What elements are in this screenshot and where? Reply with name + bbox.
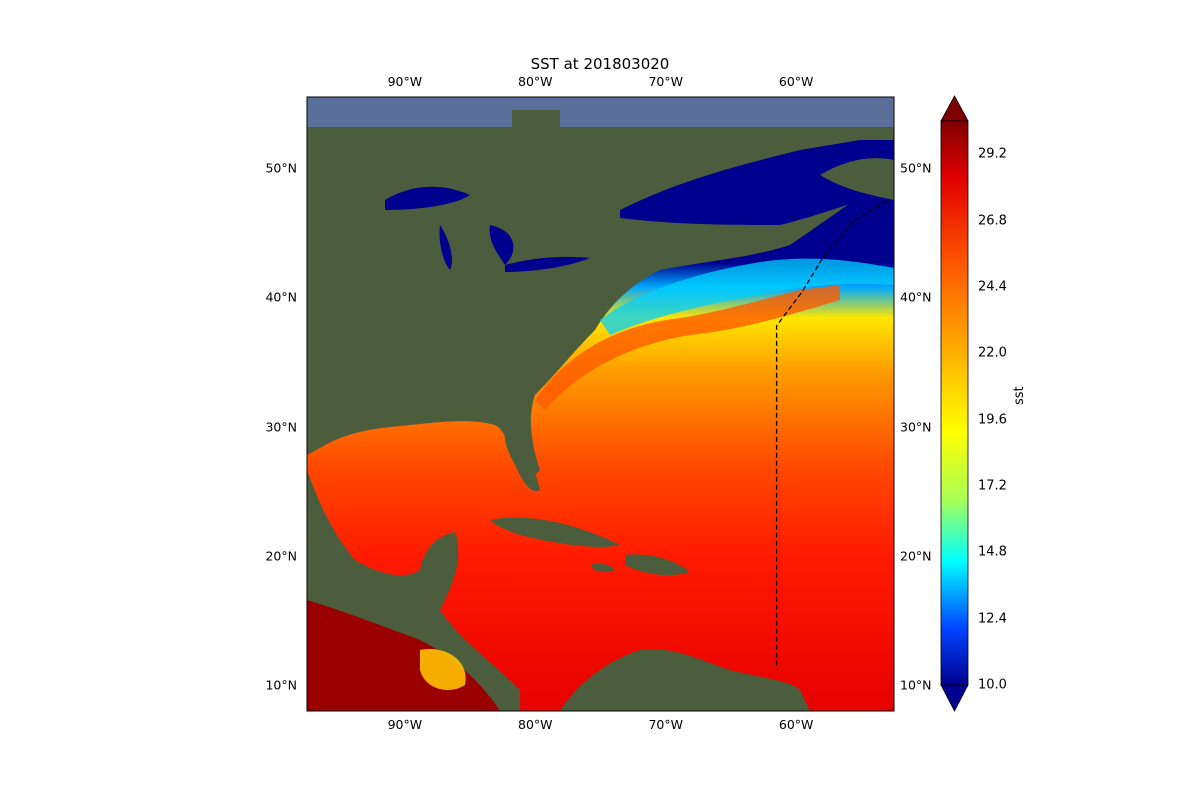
track-line (775, 199, 888, 666)
colorbar-label: sst (1012, 386, 1027, 405)
lat-tick-right: 20°N (900, 548, 932, 564)
lake-michigan (439, 225, 452, 270)
florida (504, 430, 540, 491)
colorbar-tick: 26.8 (978, 213, 1007, 229)
colorbar-tick: 17.2 (978, 478, 1007, 494)
colorbar-tick: 19.6 (978, 412, 1007, 428)
lat-tick-right: 40°N (900, 289, 932, 305)
lon-tick-top: 70°W (648, 74, 683, 89)
colorbar-gradient (940, 120, 969, 686)
lon-tick-bottom: 70°W (648, 717, 683, 732)
lat-tick-left: 50°N (265, 160, 297, 176)
colorbar-tick: 29.2 (978, 146, 1007, 162)
map-frame (306, 96, 895, 712)
lat-tick-left: 20°N (265, 548, 297, 564)
colorbar (940, 95, 969, 712)
south-america-land (560, 649, 810, 711)
colorbar-tick: 12.4 (978, 611, 1007, 627)
lake-erie (505, 256, 590, 272)
colorbar-extend-min (940, 684, 969, 712)
lat-tick-right: 10°N (900, 677, 932, 693)
lake-superior (385, 186, 470, 210)
gulf-stream (535, 285, 840, 410)
lon-tick-bottom: 90°W (387, 717, 423, 732)
lat-tick-left: 40°N (265, 289, 297, 305)
newfoundland (820, 158, 894, 200)
jamaica (590, 563, 615, 573)
hispaniola (625, 554, 690, 576)
lake-huron (489, 225, 514, 265)
gulf-of-st-lawrence (620, 140, 894, 225)
map-title: SST at 201803020 (530, 55, 670, 73)
lat-tick-right: 50°N (900, 160, 932, 176)
shelf-water (600, 258, 894, 335)
colorbar-tick: 24.4 (978, 279, 1007, 295)
colorbar-tick: 14.8 (978, 544, 1007, 560)
lon-tick-bottom: 80°W (518, 717, 553, 732)
lon-tick-top: 90°W (387, 74, 423, 89)
lat-tick-left: 10°N (265, 677, 297, 693)
no-data-strip (307, 97, 894, 127)
colorbar-tick: 22.0 (978, 345, 1007, 361)
map-panel (307, 97, 894, 711)
lat-tick-left: 30°N (265, 419, 297, 435)
lon-tick-top: 60°W (778, 74, 814, 89)
lat-tick-right: 30°N (900, 419, 932, 435)
lon-tick-top: 80°W (518, 74, 553, 89)
cuba (490, 517, 620, 547)
pacific-upwelling (420, 649, 466, 690)
colorbar-tick: 10.0 (978, 677, 1007, 693)
lon-tick-bottom: 60°W (778, 717, 814, 732)
colorbar-extend-max (940, 95, 969, 122)
